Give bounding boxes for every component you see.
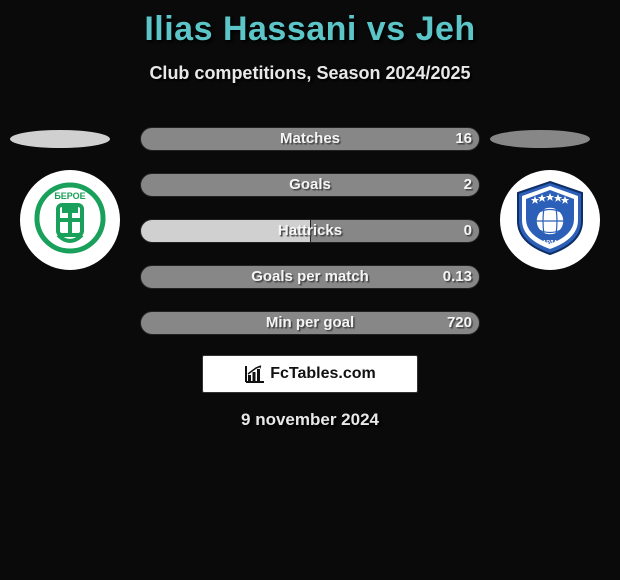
stat-row: Min per goal720 — [140, 311, 480, 335]
left-player-ellipse — [10, 130, 110, 148]
comparison-card: Ilias Hassani vs Jeh Club competitions, … — [0, 0, 620, 580]
stat-row: Matches16 — [140, 127, 480, 151]
bar-right — [140, 173, 480, 197]
date-label: 9 november 2024 — [0, 410, 620, 430]
right-player-ellipse — [490, 130, 590, 148]
brand-box[interactable]: FcTables.com — [202, 355, 418, 393]
bar-right — [140, 311, 480, 335]
right-player-badge: АРДА — [500, 170, 600, 270]
bar-right — [140, 265, 480, 289]
bar-left — [140, 219, 310, 243]
brand-text: FcTables.com — [270, 365, 376, 383]
stat-row: Goals2 — [140, 173, 480, 197]
bar-right — [140, 127, 480, 151]
arda-badge-icon: АРДА — [509, 177, 591, 264]
page-title: Ilias Hassani vs Jeh — [0, 0, 620, 49]
beroe-badge-icon: БЕРОЕ — [33, 181, 107, 260]
stat-row: Hattricks0 — [140, 219, 480, 243]
page-subtitle: Club competitions, Season 2024/2025 — [0, 63, 620, 84]
svg-text:БЕРОЕ: БЕРОЕ — [54, 191, 85, 201]
left-player-badge: БЕРОЕ — [20, 170, 120, 270]
bar-chart-icon — [244, 364, 266, 384]
stat-row: Goals per match0.13 — [140, 265, 480, 289]
svg-text:АРДА: АРДА — [542, 240, 557, 246]
bar-right — [310, 219, 480, 243]
